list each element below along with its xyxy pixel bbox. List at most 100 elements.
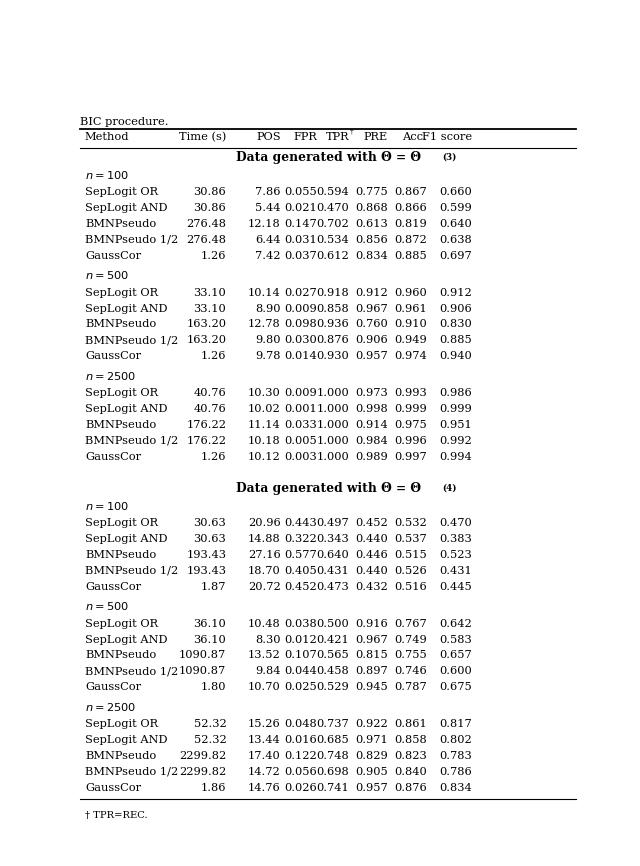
Text: 0.996: 0.996 — [394, 436, 428, 446]
Text: 1.26: 1.26 — [201, 250, 227, 261]
Text: 0.500: 0.500 — [317, 618, 349, 629]
Text: 1.000: 1.000 — [317, 388, 349, 398]
Text: 0.997: 0.997 — [394, 452, 428, 462]
Text: (3): (3) — [442, 152, 456, 162]
Text: 0.861: 0.861 — [394, 720, 428, 729]
Text: 0.025: 0.025 — [284, 682, 317, 692]
Text: BMNPseudo 1/2: BMNPseudo 1/2 — [85, 335, 178, 346]
Text: † TPR=REC.: † TPR=REC. — [85, 811, 148, 819]
Text: 0.967: 0.967 — [355, 304, 388, 313]
Text: 0.815: 0.815 — [355, 650, 388, 661]
Text: GaussCor: GaussCor — [85, 352, 141, 361]
Text: BMNPseudo 1/2: BMNPseudo 1/2 — [85, 666, 178, 676]
Text: 14.88: 14.88 — [248, 534, 281, 544]
Text: 36.10: 36.10 — [193, 635, 227, 644]
Text: 0.866: 0.866 — [394, 203, 428, 213]
Text: 0.640: 0.640 — [317, 550, 349, 560]
Text: 0.992: 0.992 — [439, 436, 472, 446]
Text: 1.86: 1.86 — [201, 783, 227, 792]
Text: 0.009: 0.009 — [284, 304, 317, 313]
Text: PRE: PRE — [364, 132, 388, 142]
Text: 0.515: 0.515 — [394, 550, 428, 560]
Text: 0.949: 0.949 — [394, 335, 428, 346]
Text: BIC procedure.: BIC procedure. — [80, 117, 168, 127]
Text: 17.40: 17.40 — [248, 751, 281, 761]
Text: GaussCor: GaussCor — [85, 582, 141, 591]
Text: 1.000: 1.000 — [317, 452, 349, 462]
Text: 0.612: 0.612 — [317, 250, 349, 261]
Text: 10.14: 10.14 — [248, 288, 281, 298]
Text: 0.565: 0.565 — [317, 650, 349, 661]
Text: SepLogit OR: SepLogit OR — [85, 388, 158, 398]
Text: 0.986: 0.986 — [439, 388, 472, 398]
Text: 9.84: 9.84 — [255, 666, 281, 676]
Text: 0.470: 0.470 — [439, 518, 472, 528]
Text: 0.989: 0.989 — [355, 452, 388, 462]
Text: 163.20: 163.20 — [186, 320, 227, 329]
Text: 0.440: 0.440 — [355, 534, 388, 544]
Text: 0.999: 0.999 — [439, 404, 472, 414]
Text: 7.42: 7.42 — [255, 250, 281, 261]
Text: BMNPseudo 1/2: BMNPseudo 1/2 — [85, 767, 178, 777]
Text: 40.76: 40.76 — [193, 388, 227, 398]
Text: SepLogit AND: SepLogit AND — [85, 534, 168, 544]
Text: 193.43: 193.43 — [186, 565, 227, 576]
Text: 0.005: 0.005 — [284, 436, 317, 446]
Text: 0.787: 0.787 — [394, 682, 428, 692]
Text: 0.534: 0.534 — [317, 235, 349, 245]
Text: 0.322: 0.322 — [284, 534, 317, 544]
Text: 0.936: 0.936 — [317, 320, 349, 329]
Text: 0.056: 0.056 — [284, 767, 317, 777]
Text: 0.055: 0.055 — [284, 187, 317, 197]
Text: 0.897: 0.897 — [355, 666, 388, 676]
Text: 0.470: 0.470 — [317, 203, 349, 213]
Text: F1 score: F1 score — [422, 132, 472, 142]
Text: 10.70: 10.70 — [248, 682, 281, 692]
Text: 0.458: 0.458 — [317, 666, 349, 676]
Text: 0.016: 0.016 — [284, 735, 317, 745]
Text: 13.44: 13.44 — [248, 735, 281, 745]
Text: 0.951: 0.951 — [439, 420, 472, 430]
Text: 0.599: 0.599 — [439, 203, 472, 213]
Text: 30.86: 30.86 — [193, 203, 227, 213]
Text: 0.583: 0.583 — [439, 635, 472, 644]
Text: 10.30: 10.30 — [248, 388, 281, 398]
Text: 15.26: 15.26 — [248, 720, 281, 729]
Text: 0.107: 0.107 — [284, 650, 317, 661]
Text: 176.22: 176.22 — [186, 436, 227, 446]
Text: 10.02: 10.02 — [248, 404, 281, 414]
Text: 0.940: 0.940 — [439, 352, 472, 361]
Text: 0.914: 0.914 — [355, 420, 388, 430]
Text: $n = 100$: $n = 100$ — [85, 500, 129, 512]
Text: 0.767: 0.767 — [394, 618, 428, 629]
Text: GaussCor: GaussCor — [85, 682, 141, 692]
Text: 0.876: 0.876 — [317, 335, 349, 346]
Text: 176.22: 176.22 — [186, 420, 227, 430]
Text: 0.001: 0.001 — [284, 404, 317, 414]
Text: 0.445: 0.445 — [439, 582, 472, 591]
Text: 13.52: 13.52 — [248, 650, 281, 661]
Text: 0.021: 0.021 — [284, 203, 317, 213]
Text: 0.098: 0.098 — [284, 320, 317, 329]
Text: Time (s): Time (s) — [179, 132, 227, 142]
Text: 0.421: 0.421 — [317, 635, 349, 644]
Text: 0.856: 0.856 — [355, 235, 388, 245]
Text: 0.858: 0.858 — [317, 304, 349, 313]
Text: 30.63: 30.63 — [193, 534, 227, 544]
Text: 0.906: 0.906 — [439, 304, 472, 313]
Text: $n = 500$: $n = 500$ — [85, 269, 129, 281]
Text: 1.26: 1.26 — [201, 352, 227, 361]
Text: 0.999: 0.999 — [394, 404, 428, 414]
Text: 276.48: 276.48 — [186, 219, 227, 229]
Text: BMNPseudo: BMNPseudo — [85, 751, 156, 761]
Text: 0.431: 0.431 — [439, 565, 472, 576]
Text: SepLogit OR: SepLogit OR — [85, 187, 158, 197]
Text: SepLogit AND: SepLogit AND — [85, 304, 168, 313]
Text: 0.872: 0.872 — [394, 235, 428, 245]
Text: 0.930: 0.930 — [317, 352, 349, 361]
Text: 0.885: 0.885 — [394, 250, 428, 261]
Text: 0.048: 0.048 — [284, 720, 317, 729]
Text: 0.737: 0.737 — [317, 720, 349, 729]
Text: 0.868: 0.868 — [355, 203, 388, 213]
Text: SepLogit AND: SepLogit AND — [85, 404, 168, 414]
